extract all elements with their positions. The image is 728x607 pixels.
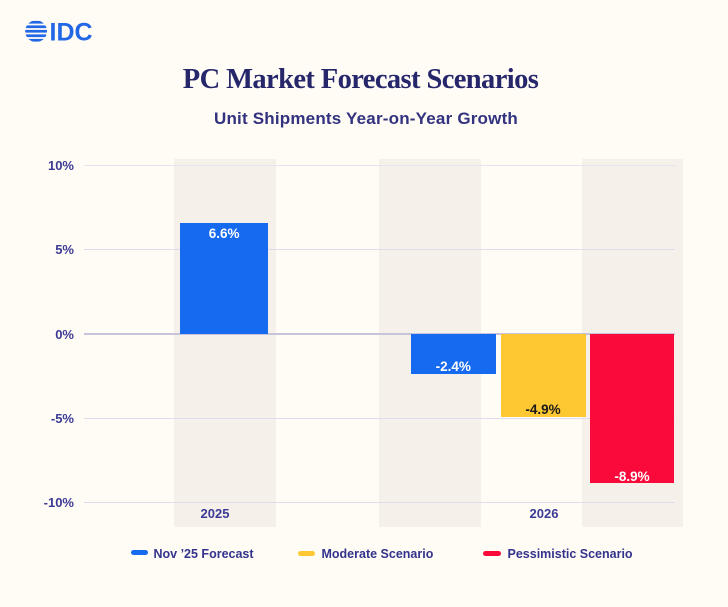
svg-text:IDC: IDC [50,19,93,45]
